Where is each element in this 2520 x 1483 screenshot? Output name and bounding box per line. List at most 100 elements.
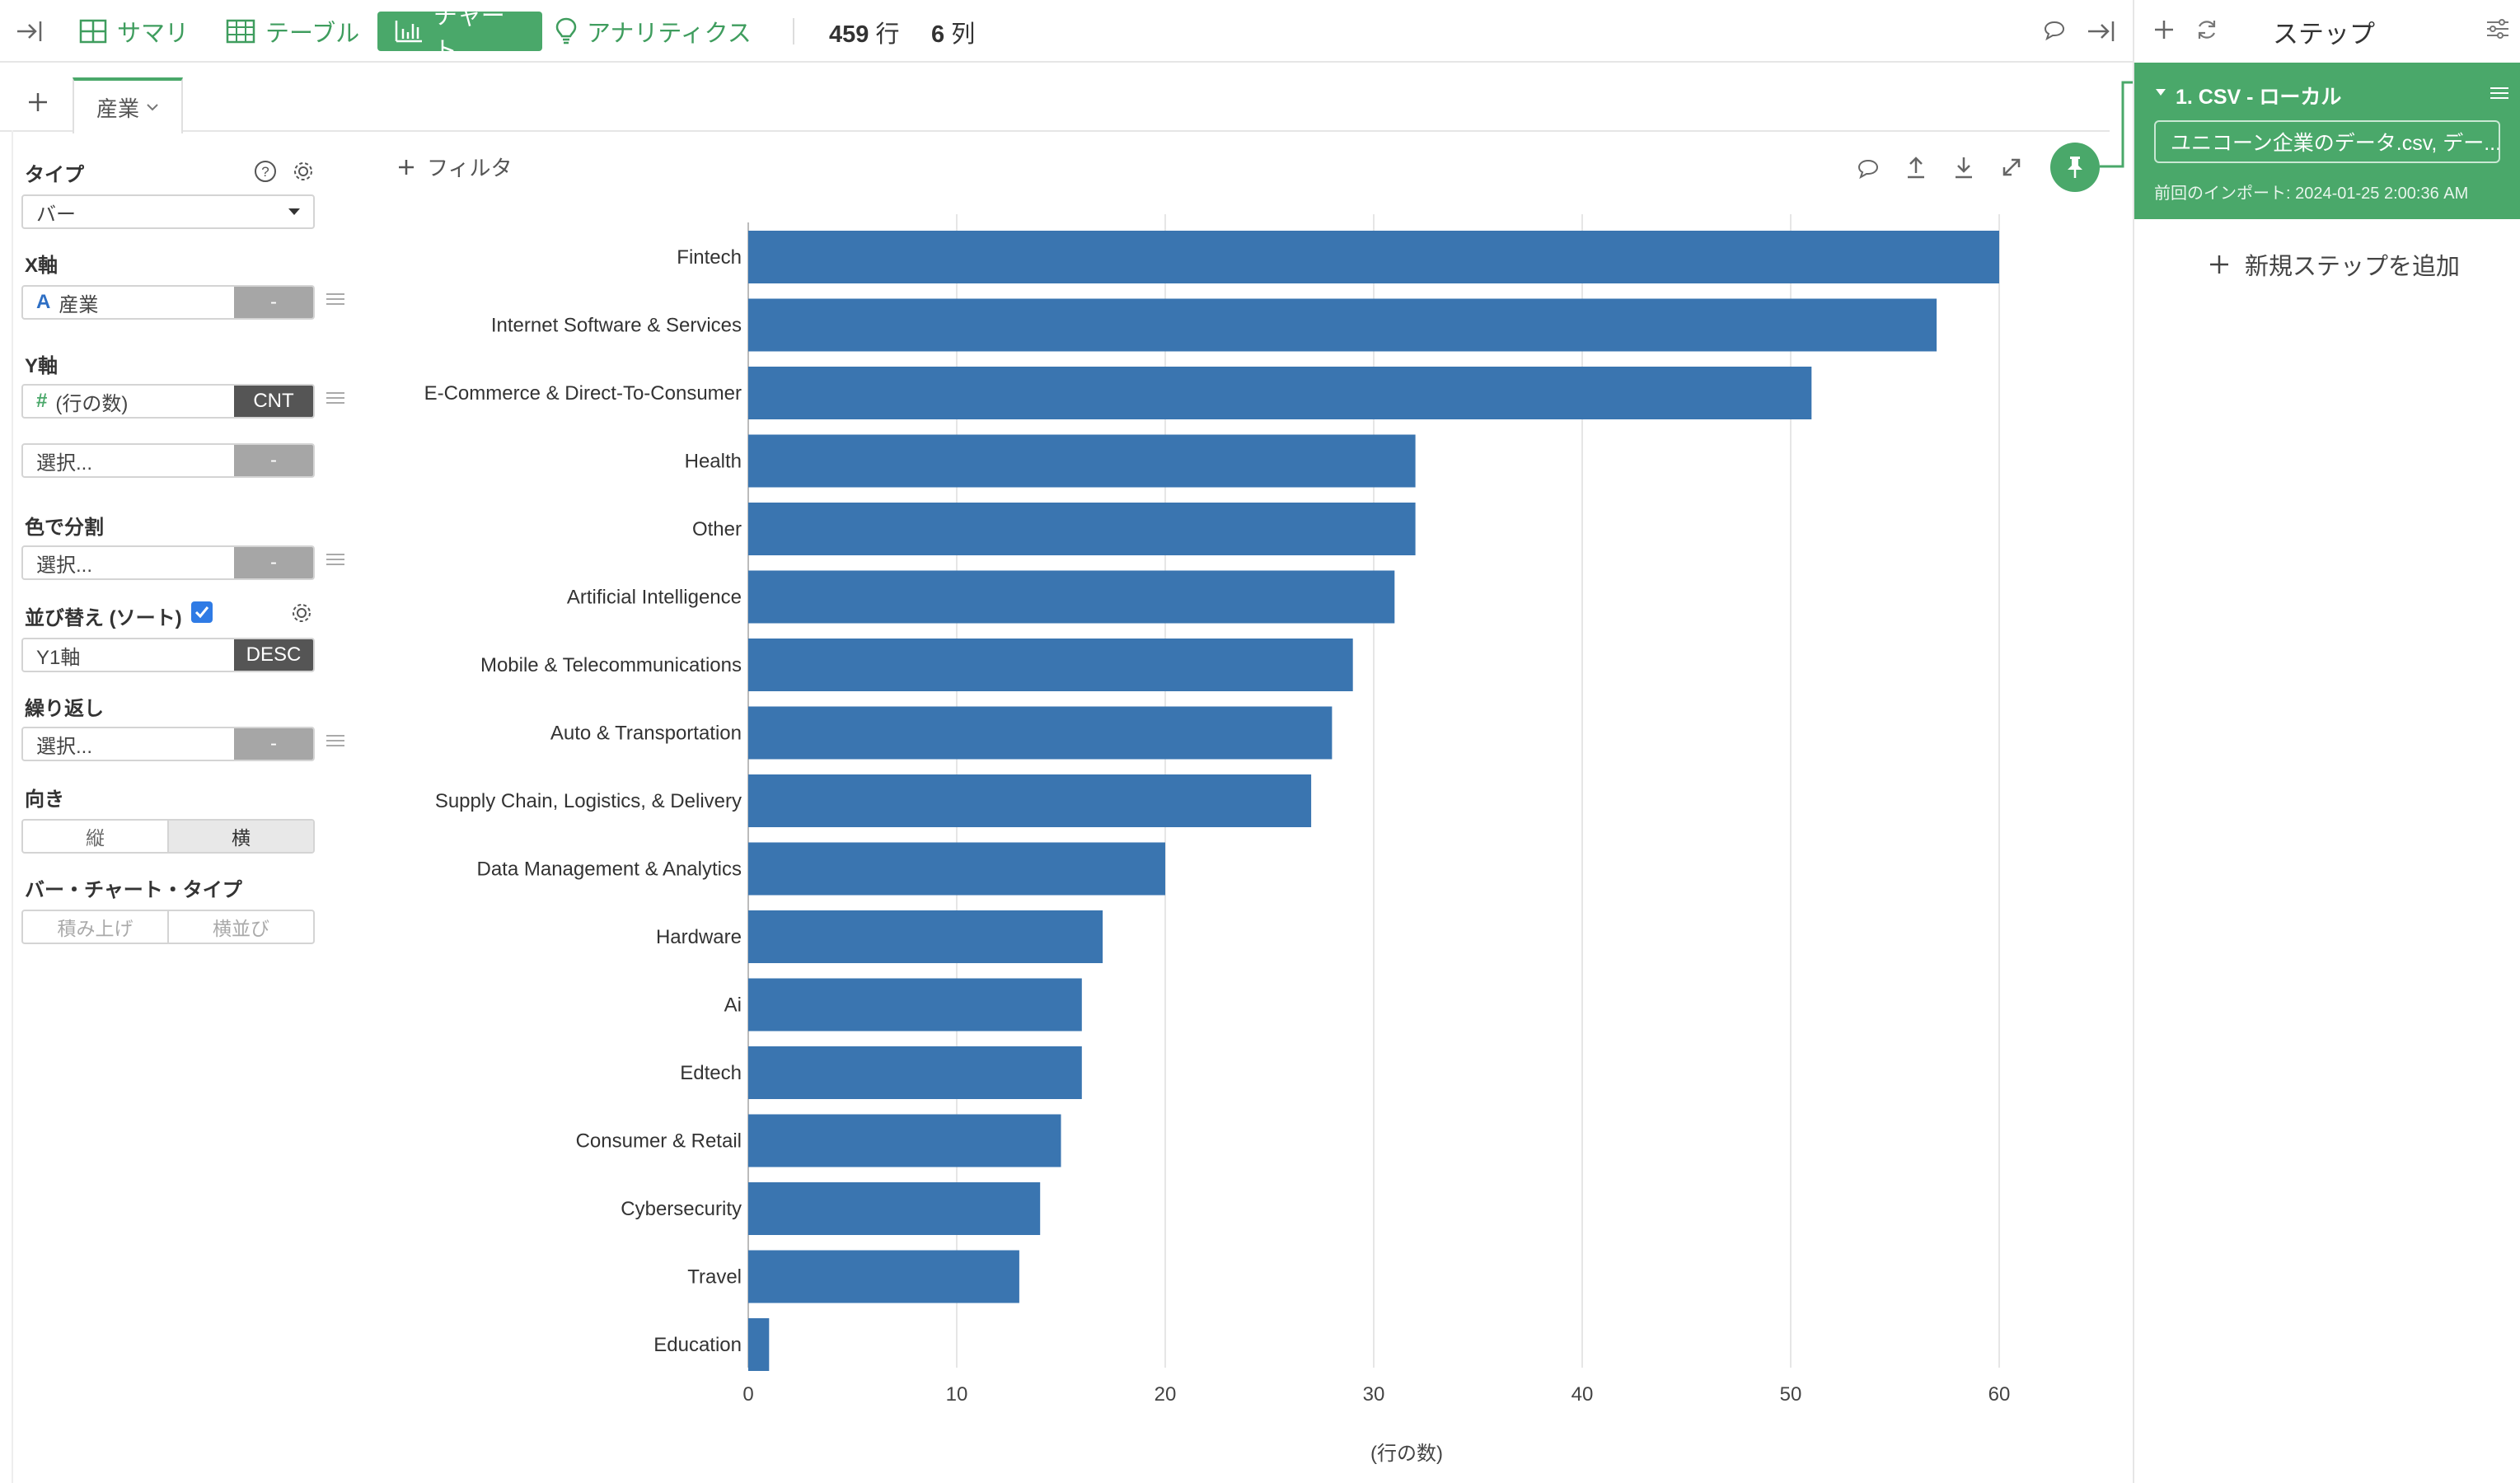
bar[interactable] bbox=[748, 639, 1353, 691]
bar[interactable] bbox=[748, 978, 1082, 1032]
category-label: Travel bbox=[687, 1266, 742, 1289]
orientation-label: 向き bbox=[25, 788, 64, 811]
step-1-card[interactable]: 1. CSV - ローカル ユニコーン企業のデータ.csv, デー... 前回の… bbox=[2134, 63, 2520, 219]
bar[interactable] bbox=[748, 706, 1333, 760]
category-label: Artificial Intelligence bbox=[567, 587, 742, 609]
chart-category-labels: Fintech Internet Software & Services E-Com… bbox=[424, 246, 742, 1356]
drag-handle-icon[interactable] bbox=[326, 389, 344, 407]
color-split-field[interactable]: 選択... - bbox=[21, 545, 315, 580]
bar[interactable] bbox=[748, 842, 1165, 896]
bar-type-toggle[interactable]: 積み上げ 横並び bbox=[21, 910, 315, 944]
step-menu-icon[interactable] bbox=[2490, 84, 2508, 102]
plus-icon bbox=[399, 159, 414, 175]
bar[interactable] bbox=[748, 910, 1103, 963]
settings-sliders-icon[interactable] bbox=[2484, 15, 2512, 43]
tab-chart-label: チャート bbox=[433, 3, 505, 64]
gear-icon[interactable] bbox=[290, 158, 316, 185]
sort-direction[interactable]: DESC bbox=[234, 639, 313, 671]
y-axis-field[interactable]: # (行の数) CNT bbox=[21, 384, 315, 419]
y2-axis-value: 選択... bbox=[36, 451, 93, 475]
bar[interactable] bbox=[748, 231, 1999, 283]
tab-table[interactable]: テーブル bbox=[226, 12, 359, 51]
x-axis-field[interactable]: A 産業 - bbox=[21, 285, 315, 320]
category-label: Education bbox=[653, 1334, 742, 1356]
x-tick-label: 50 bbox=[1780, 1383, 1802, 1406]
tab-chart[interactable]: チャート bbox=[377, 3, 542, 64]
bar-chart: Fintech Internet Software & Services E-Com… bbox=[424, 214, 2010, 1465]
category-label: Mobile & Telecommunications bbox=[480, 654, 742, 676]
step-1-title: 1. CSV - ローカル bbox=[2176, 86, 2342, 109]
orientation-horizontal-option[interactable]: 横 bbox=[167, 821, 313, 852]
x-axis-aggregation[interactable]: - bbox=[234, 287, 313, 318]
category-label: Hardware bbox=[656, 926, 742, 948]
bar[interactable] bbox=[748, 298, 1937, 352]
color-split-aggregation[interactable]: - bbox=[234, 547, 313, 578]
step-1-file[interactable]: ユニコーン企業のデータ.csv, デー... bbox=[2154, 120, 2500, 163]
tab-summary[interactable]: サマリ bbox=[79, 12, 189, 51]
sort-gear-icon[interactable] bbox=[288, 600, 315, 626]
repeat-field[interactable]: 選択... - bbox=[21, 727, 315, 761]
help-icon[interactable]: ? bbox=[252, 158, 279, 185]
chart-type-value: バー bbox=[36, 203, 76, 226]
add-step-plus-icon[interactable] bbox=[2149, 15, 2179, 44]
sort-checkbox[interactable] bbox=[191, 601, 213, 623]
bar-type-label: バー・チャート・タイプ bbox=[25, 879, 242, 901]
row-count: 459 行 bbox=[829, 21, 900, 48]
upload-icon[interactable] bbox=[1902, 153, 1930, 181]
bar[interactable] bbox=[748, 503, 1416, 555]
add-new-step-button[interactable]: 新規ステップを追加 bbox=[2209, 247, 2460, 282]
column-count: 6 列 bbox=[931, 21, 976, 48]
category-label: Data Management & Analytics bbox=[476, 858, 742, 881]
string-type-icon: A bbox=[36, 291, 51, 313]
repeat-aggregation[interactable]: - bbox=[234, 728, 313, 760]
filter-label: フィルタ bbox=[427, 156, 513, 180]
chart-type-select[interactable]: バー bbox=[21, 194, 315, 229]
orientation-vertical-option[interactable]: 縦 bbox=[86, 827, 105, 849]
bar[interactable] bbox=[748, 774, 1312, 827]
caret-down-icon bbox=[288, 208, 300, 215]
drag-handle-icon[interactable] bbox=[326, 732, 344, 750]
chart-comment-icon[interactable] bbox=[1854, 155, 1882, 183]
sort-value: Y1軸 bbox=[36, 646, 81, 669]
category-label: Health bbox=[685, 451, 742, 473]
add-filter-button[interactable]: フィルタ bbox=[397, 152, 512, 182]
bar[interactable] bbox=[748, 1114, 1061, 1167]
expand-icon[interactable] bbox=[1998, 153, 2026, 181]
table-icon bbox=[226, 19, 255, 44]
y-axis-aggregation[interactable]: CNT bbox=[234, 386, 313, 417]
orientation-toggle[interactable]: 縦 横 bbox=[21, 819, 315, 854]
y2-axis-aggregation[interactable]: - bbox=[234, 445, 313, 476]
bar-type-stacked-option[interactable]: 積み上げ bbox=[57, 918, 133, 939]
bar[interactable] bbox=[748, 1318, 770, 1371]
comment-icon[interactable] bbox=[2040, 16, 2068, 44]
bar[interactable] bbox=[748, 1046, 1082, 1099]
x-tick-label: 10 bbox=[946, 1383, 968, 1406]
bar[interactable] bbox=[748, 367, 1812, 419]
plus-icon bbox=[2210, 255, 2228, 274]
steps-title: ステップ bbox=[2273, 20, 2375, 49]
sort-label: 並び替え (ソート) bbox=[25, 607, 182, 629]
tab-analytics[interactable]: アナリティクス bbox=[555, 12, 752, 51]
bar-type-grouped-option[interactable]: 横並び bbox=[167, 911, 313, 943]
bar[interactable] bbox=[748, 1250, 1019, 1303]
add-chart-tab-button[interactable] bbox=[23, 87, 53, 117]
pin-button[interactable] bbox=[2050, 143, 2100, 192]
collapse-left-icon[interactable] bbox=[15, 16, 44, 46]
steps-panel: ステップ bbox=[2133, 0, 2520, 1483]
x-tick-label: 30 bbox=[1363, 1383, 1385, 1406]
drag-handle-icon[interactable] bbox=[326, 550, 344, 568]
category-label: Edtech bbox=[680, 1062, 742, 1084]
chart-tab-industry[interactable]: 産業 bbox=[73, 77, 183, 133]
collapse-right-icon[interactable] bbox=[2085, 16, 2118, 46]
sort-field[interactable]: Y1軸 DESC bbox=[21, 638, 315, 672]
bar[interactable] bbox=[748, 434, 1416, 488]
category-label: Cybersecurity bbox=[621, 1198, 742, 1220]
bar[interactable] bbox=[748, 1182, 1041, 1235]
download-icon[interactable] bbox=[1950, 153, 1978, 181]
repeat-label: 繰り返し bbox=[25, 698, 104, 720]
drag-handle-icon[interactable] bbox=[326, 290, 344, 308]
bar[interactable] bbox=[748, 570, 1395, 624]
y2-axis-field[interactable]: 選択... - bbox=[21, 443, 315, 478]
refresh-icon[interactable] bbox=[2192, 15, 2222, 44]
left-panel-border bbox=[12, 130, 13, 1483]
